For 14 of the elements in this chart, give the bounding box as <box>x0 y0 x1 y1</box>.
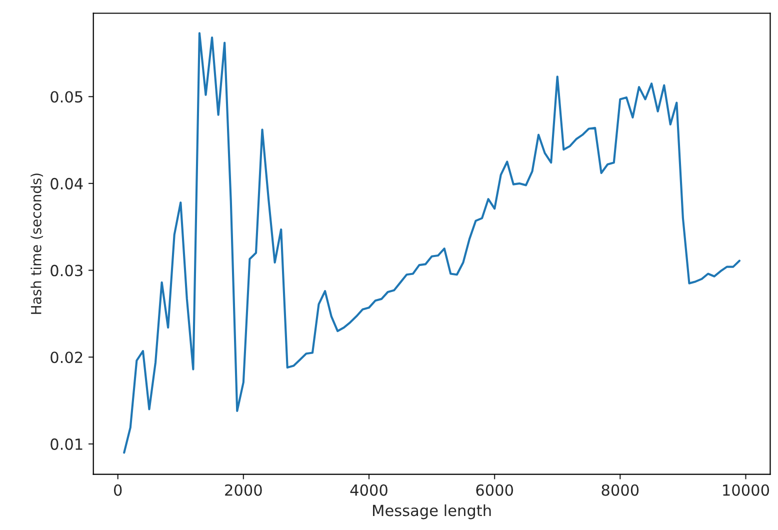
y-tick-label: 0.01 <box>50 438 82 450</box>
y-tick-label: 0.02 <box>50 352 82 364</box>
y-tick-label: 0.03 <box>50 264 82 276</box>
y-tick-label: 0.04 <box>50 178 83 190</box>
x-tick-label: 2000 <box>225 484 262 496</box>
y-tick-label: 0.05 <box>50 91 82 103</box>
x-axis-title: Message length <box>373 504 491 520</box>
x-tick-label: 10000 <box>723 484 770 496</box>
line-series <box>123 32 740 454</box>
x-tick-label: 0 <box>114 484 122 496</box>
x-tick-label: 4000 <box>350 484 388 496</box>
y-axis-title: Hash time (seconds) <box>30 174 44 314</box>
x-tick-label: 6000 <box>476 484 514 496</box>
x-tick-label: 8000 <box>602 484 639 496</box>
